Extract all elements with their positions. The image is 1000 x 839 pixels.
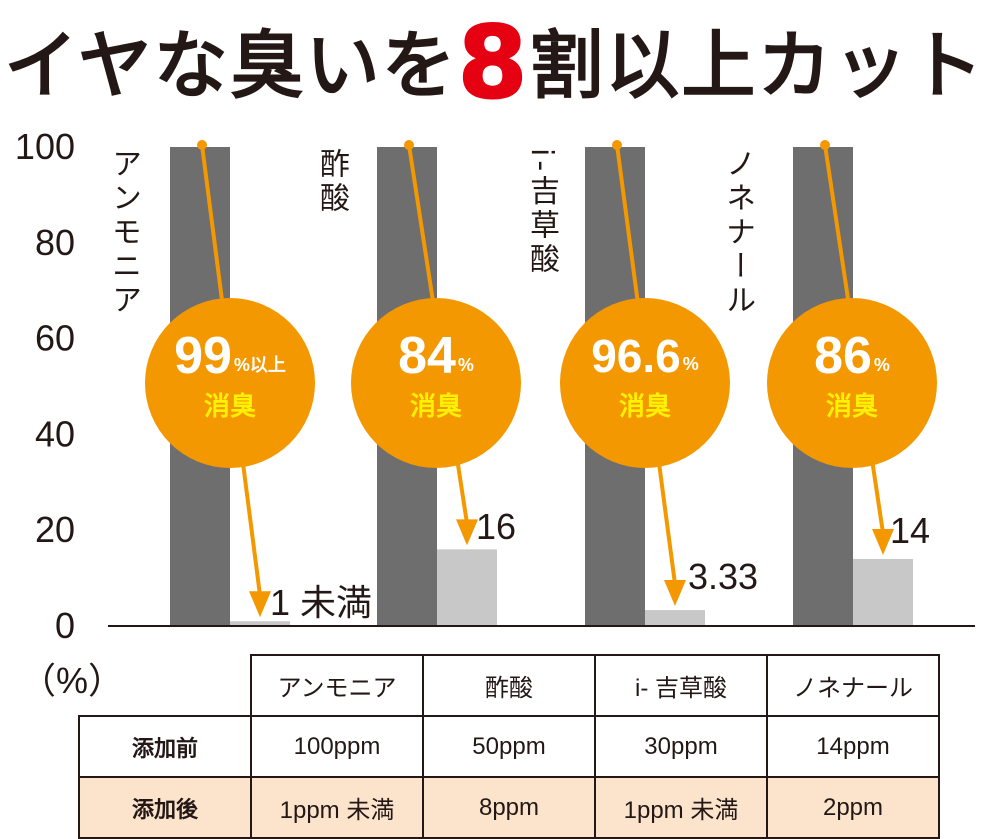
table-cell: 30ppm: [594, 715, 768, 778]
badge-text: 消臭: [203, 392, 256, 422]
table-corner: [79, 655, 252, 717]
title-number: 8: [457, 4, 530, 121]
badge-value: 84: [398, 327, 456, 385]
reduction-arrow-head-nonenal: [872, 528, 894, 555]
table-cell: 1ppm 未満: [594, 776, 768, 839]
category-label-isovaleric-acid: i-吉草酸: [524, 148, 559, 278]
y-tick-label: 100: [15, 126, 75, 167]
chart-title: イヤな臭いを8割以上カット: [0, 7, 1000, 119]
badge-value: 96.6: [591, 330, 681, 382]
reduction-badge-acetic-acid: 84% 消臭: [351, 298, 521, 468]
badge-unit: %以上: [233, 355, 286, 375]
reduction-arrow-head-ammonia: [249, 591, 271, 618]
title-suffix: 割以上カット: [529, 23, 986, 109]
badge-value: 99: [174, 327, 232, 385]
table-cell: 8ppm: [422, 776, 596, 839]
reduction-badge-nonenal: 86% 消臭: [767, 298, 937, 468]
y-tick-label: 60: [35, 318, 75, 359]
table-row-after: 添加後 1ppm 未満 8ppm 1ppm 未満 2ppm: [78, 776, 940, 839]
y-tick-label: 20: [35, 509, 75, 550]
badge-unit: %: [873, 355, 890, 375]
after-value-label-acetic-acid: 16: [476, 506, 517, 547]
reduction-arrow-head-isovaleric-acid: [664, 580, 686, 607]
table-cell: 14ppm: [766, 715, 940, 778]
arrow-start-dot-isovaleric-acid: [612, 140, 622, 150]
badge-value: 86: [814, 327, 872, 385]
y-tick-label: 40: [35, 413, 75, 454]
arrow-start-dot-acetic-acid: [404, 140, 414, 150]
category-label-nonenal: ノネナール: [720, 148, 755, 318]
category-label-acetic-acid: 酢酸: [314, 148, 349, 216]
after-bar-nonenal: [853, 558, 913, 626]
after-bar-ammonia: [230, 621, 290, 626]
arrow-start-dot-nonenal: [820, 140, 830, 150]
reduction-badge-ammonia: 99 %以上 消臭: [145, 298, 315, 468]
table-cell: 2ppm: [766, 776, 940, 839]
table-header-cell: i- 吉草酸: [594, 654, 768, 717]
reduction-arrow-head-acetic-acid: [456, 519, 478, 546]
table-cell: 1ppm 未満: [250, 776, 424, 839]
table-header-cell: ノネナール: [766, 654, 940, 717]
arrow-start-dot-ammonia: [197, 140, 207, 150]
badge-text: 消臭: [409, 392, 462, 422]
data-table: アンモニア 酢酸 i- 吉草酸 ノネナール 添加前 100ppm 50ppm 3…: [78, 654, 940, 839]
table-cell: 50ppm: [422, 715, 596, 778]
table-row-before: 添加前 100ppm 50ppm 30ppm 14ppm: [78, 715, 940, 778]
after-bar-isovaleric-acid: [645, 610, 705, 626]
badge-text: 消臭: [618, 392, 671, 422]
y-tick-label: 80: [35, 222, 75, 263]
y-tick-label: 0: [55, 605, 75, 646]
badge-text: 消臭: [825, 392, 878, 422]
table-row-label: 添加後: [78, 776, 252, 839]
category-label-ammonia: アンモニア: [106, 148, 141, 318]
badge-unit: %: [682, 354, 699, 374]
after-value-label-ammonia: 1 未満: [270, 582, 373, 623]
table-header-cell: 酢酸: [422, 654, 596, 717]
reduction-badge-isovaleric-acid: 96.6% 消臭: [560, 298, 730, 468]
badge-unit: %: [457, 355, 474, 375]
table-cell: 100ppm: [250, 715, 424, 778]
title-prefix: イヤな臭いを: [4, 23, 458, 109]
table-header-row: アンモニア 酢酸 i- 吉草酸 ノネナール: [79, 654, 940, 717]
table-row-label: 添加前: [78, 715, 252, 778]
after-value-label-nonenal: 14: [890, 510, 931, 551]
after-value-label-isovaleric-acid: 3.33: [688, 556, 759, 597]
table-header-cell: アンモニア: [250, 654, 424, 717]
after-bar-acetic-acid: [437, 549, 497, 626]
